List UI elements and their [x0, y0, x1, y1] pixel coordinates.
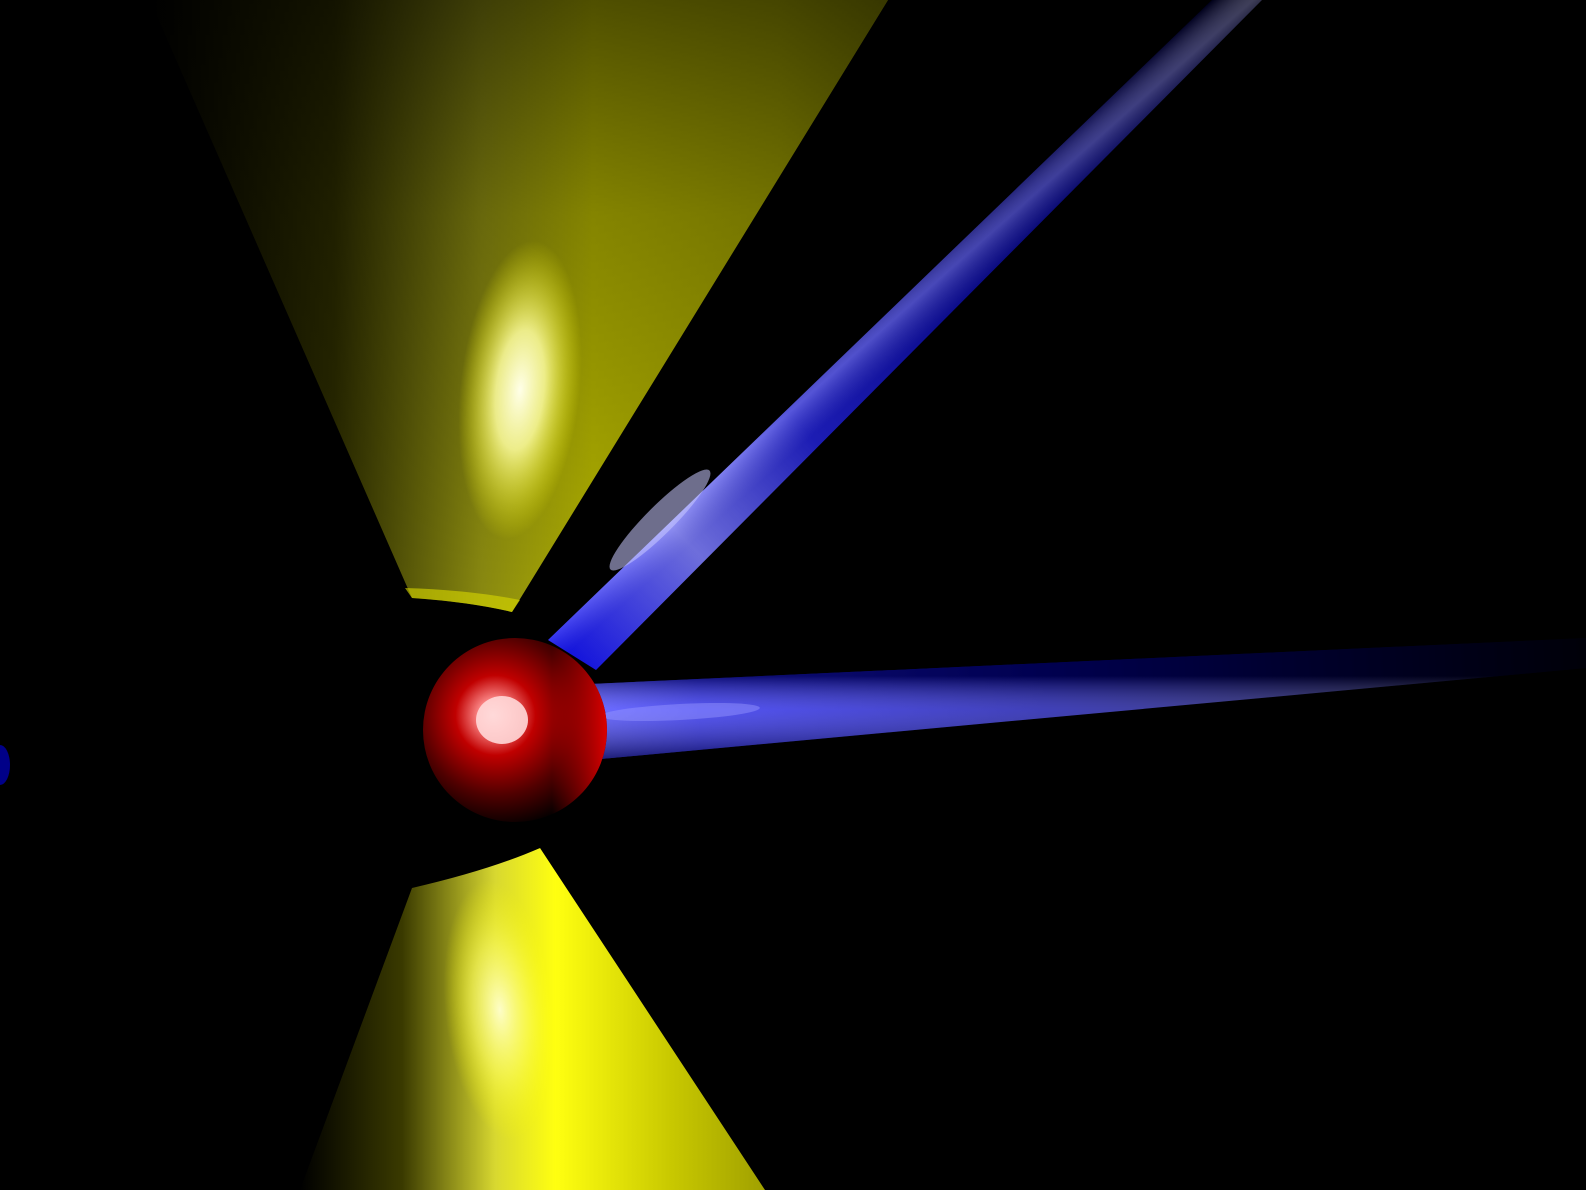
red-sphere — [408, 600, 607, 888]
horizontal-rod — [590, 638, 1586, 760]
lower-cone — [300, 848, 765, 1190]
upper-cone — [150, 0, 888, 612]
diagonal-rod — [548, 0, 1262, 670]
left-rod-stub — [0, 745, 10, 785]
